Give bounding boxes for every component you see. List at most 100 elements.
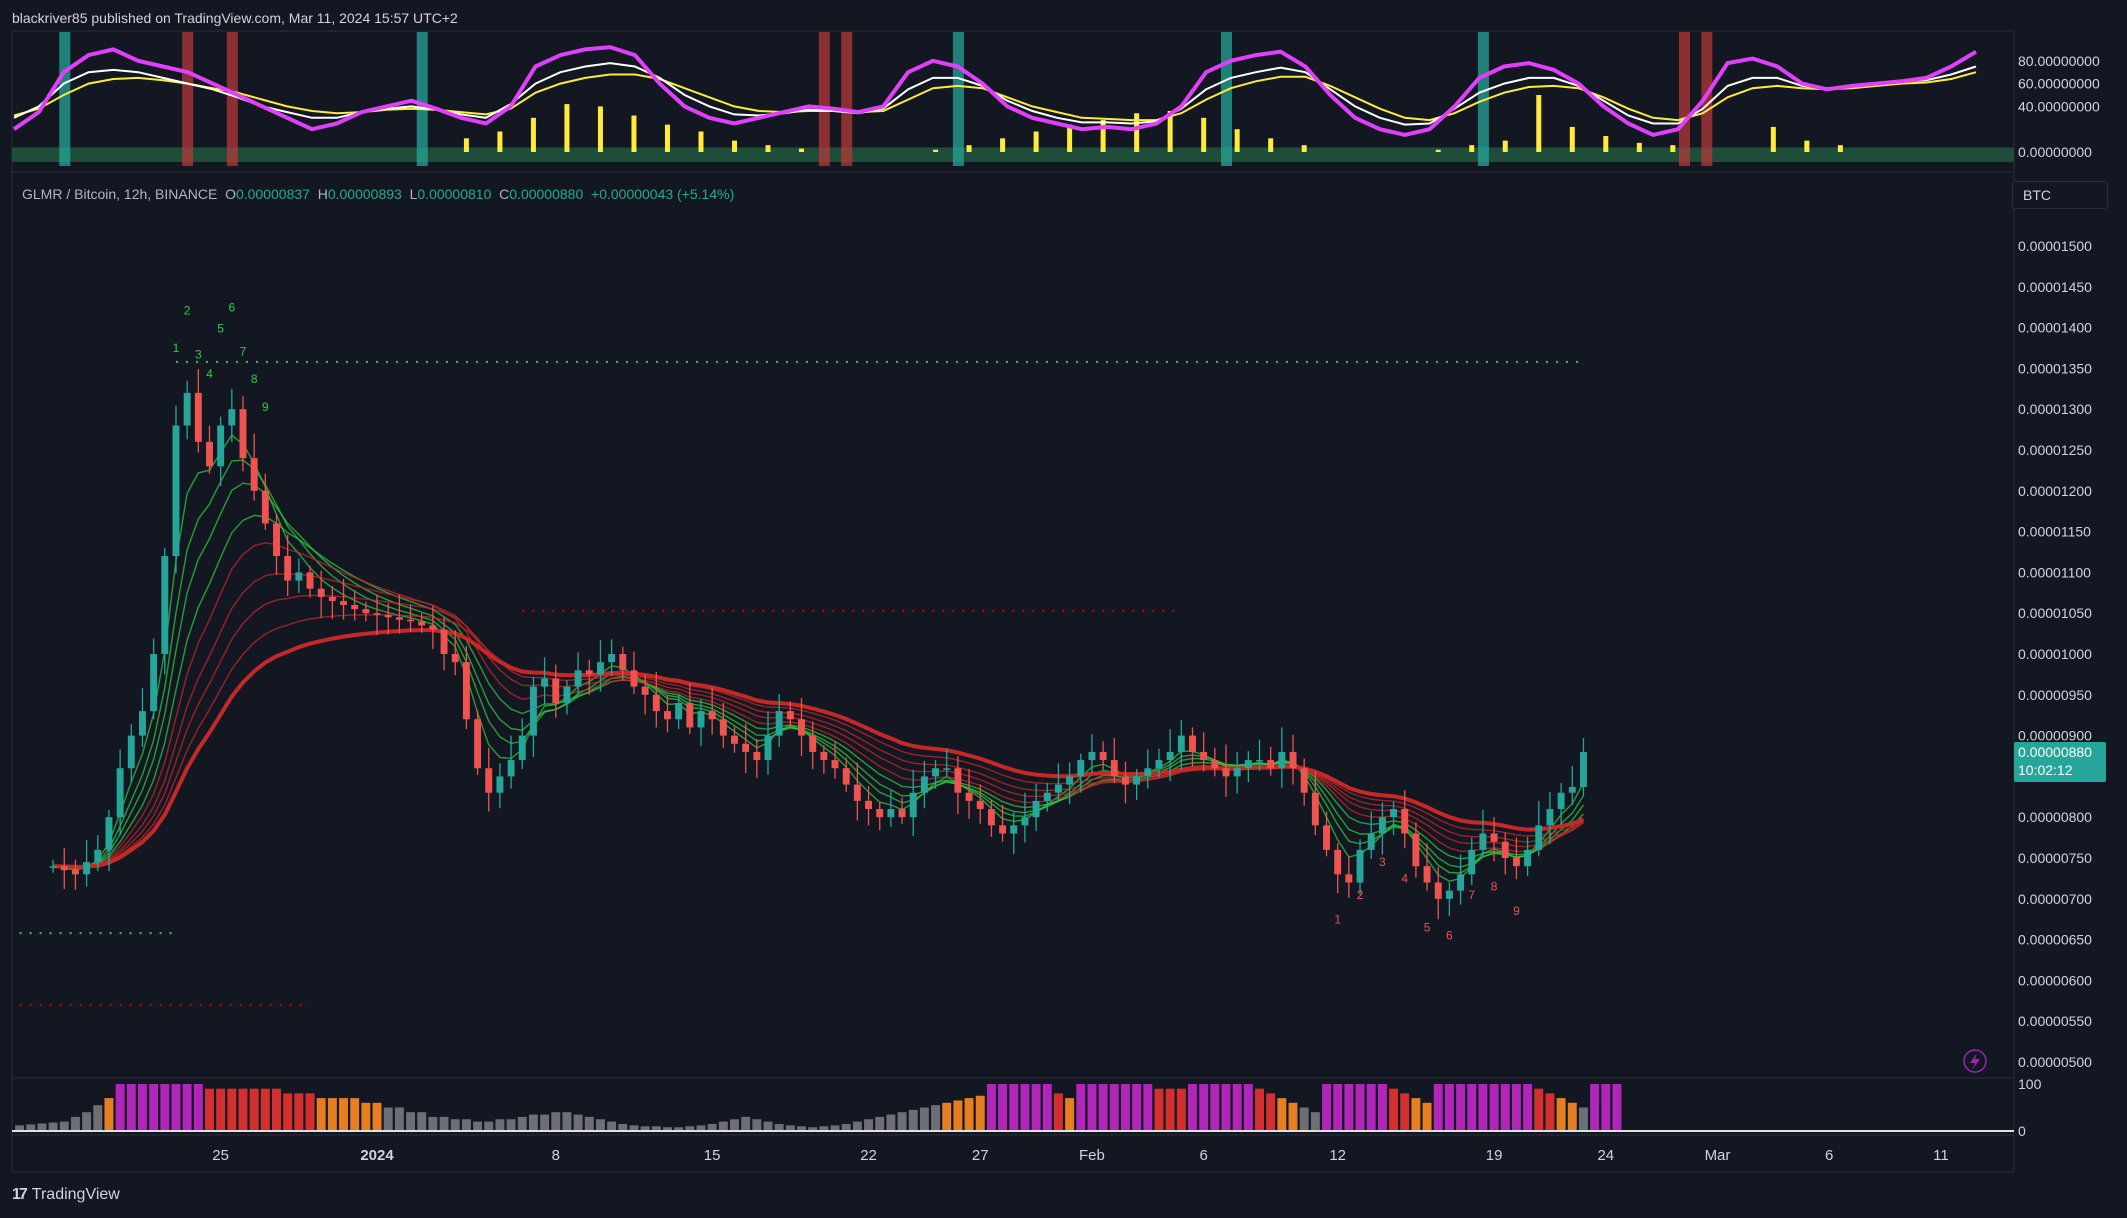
candle-body (976, 800, 984, 810)
time-tick-label: 12 (1329, 1147, 1346, 1164)
price-axis: 0.00001500 0.00001450 0.00001400 0.00001350… (2018, 238, 2092, 1070)
volume-bar (1322, 1084, 1331, 1131)
volume-bar (294, 1093, 304, 1131)
candle-body (1568, 787, 1576, 793)
candle-body (1077, 760, 1085, 777)
candle-body (49, 866, 57, 868)
volume-bar (986, 1084, 996, 1131)
volume-bar (93, 1105, 103, 1131)
volume-bar (394, 1107, 404, 1131)
oscillator-histogram-bar (597, 106, 603, 152)
candle-body (965, 792, 973, 801)
oscillator-signal-band (416, 32, 428, 166)
oscillator-histogram-bar (631, 115, 637, 152)
ribbon-ema-line (53, 628, 1585, 869)
volume-bar (137, 1084, 147, 1131)
volume-bar (763, 1121, 773, 1131)
oscillator-histogram-bar (1569, 126, 1575, 152)
volume-bar (327, 1098, 337, 1131)
volume-bar (741, 1116, 751, 1131)
volume-bar (707, 1123, 717, 1131)
candle-body (943, 768, 951, 770)
volume-bar (205, 1088, 214, 1131)
candle-body (641, 686, 649, 695)
candle-body (60, 866, 68, 871)
candle-body (596, 662, 604, 675)
price-tick-label: 0.00001350 (2018, 360, 2092, 376)
candle-body (194, 392, 202, 442)
time-tick-label: 8 (552, 1147, 560, 1164)
volume-bar (1188, 1084, 1197, 1131)
lightning-icon[interactable] (1963, 1049, 1987, 1073)
volume-bar (182, 1084, 192, 1131)
volume-bar (1176, 1088, 1186, 1131)
volume-bar (227, 1088, 237, 1131)
candle-body (1479, 833, 1487, 850)
candle-body (1300, 768, 1308, 793)
volume-bar (59, 1121, 69, 1131)
close-label: C (499, 186, 510, 202)
td-count-up: 5 (217, 321, 224, 335)
volume-bar (663, 1127, 672, 1131)
oscillator-histogram-bar (1268, 138, 1274, 152)
last-price-tag: 0.00000880 10:02:12 (2014, 742, 2106, 782)
volume-bar (808, 1127, 818, 1131)
candle-body (798, 719, 805, 736)
candle-body (1501, 841, 1509, 858)
volume-bar (383, 1107, 393, 1131)
candle-body (116, 768, 124, 818)
volume-bar (1020, 1084, 1030, 1131)
oscillator-histogram-bar (1000, 138, 1006, 152)
oscillator-histogram-bar (1837, 145, 1843, 152)
volume-bar (1545, 1093, 1555, 1131)
candle-body (1244, 760, 1252, 769)
volume-bar (1355, 1084, 1365, 1131)
oscillator-tick-label: 40.00000000 (2018, 98, 2100, 114)
candle-body (898, 809, 906, 818)
candle-body (507, 760, 515, 777)
oscillator-histogram-bar (799, 148, 805, 152)
td-count-down: 7 (1468, 888, 1475, 902)
oscillator-histogram-bar (1770, 126, 1776, 152)
candle-body (518, 735, 526, 761)
oscillator-signal-band (1678, 32, 1690, 166)
time-axis[interactable]: 25 2024 8 15 22 27 Feb 6 12 19 24 Mar 6 11 (212, 1147, 1948, 1164)
candle-body (1121, 776, 1129, 785)
volume-bar (1500, 1084, 1510, 1131)
candle-body (954, 768, 962, 793)
candle-body (362, 609, 370, 614)
candle-body (284, 556, 292, 581)
candle-body (1010, 825, 1018, 834)
volume-bar (674, 1127, 684, 1131)
volume-bar (1143, 1084, 1153, 1131)
volume-bar (562, 1112, 572, 1131)
tradingview-brand[interactable]: 17 TradingView (12, 1186, 120, 1204)
td-count-down: 3 (1379, 855, 1386, 869)
high-label: H (317, 186, 328, 202)
volume-bar (1076, 1084, 1086, 1131)
currency-selector[interactable]: BTC (2012, 181, 2108, 209)
candle-body (652, 694, 660, 712)
volume-bar (193, 1084, 203, 1131)
oscillator-histogram-bar (463, 138, 469, 152)
candle-body (183, 392, 191, 426)
volume-bar (953, 1100, 963, 1131)
candle-body (94, 849, 102, 863)
oscillator-signal-band (1220, 32, 1232, 166)
oscillator-signal-band (59, 32, 71, 166)
candle-body (418, 621, 426, 626)
volume-bar (1098, 1084, 1108, 1131)
time-tick-label: Mar (1705, 1147, 1731, 1164)
candle-body (1401, 809, 1409, 834)
volume-bar (1277, 1098, 1287, 1131)
volume-bar (1031, 1084, 1041, 1131)
volume-bar (1456, 1084, 1466, 1131)
candle-body (1412, 833, 1420, 867)
candle-body (853, 784, 861, 801)
candle-body (1189, 735, 1196, 752)
candle-body (932, 768, 940, 777)
volume-bar (1266, 1093, 1276, 1131)
candle-body (462, 662, 470, 720)
price-tick-label: 0.00001000 (2018, 646, 2092, 662)
